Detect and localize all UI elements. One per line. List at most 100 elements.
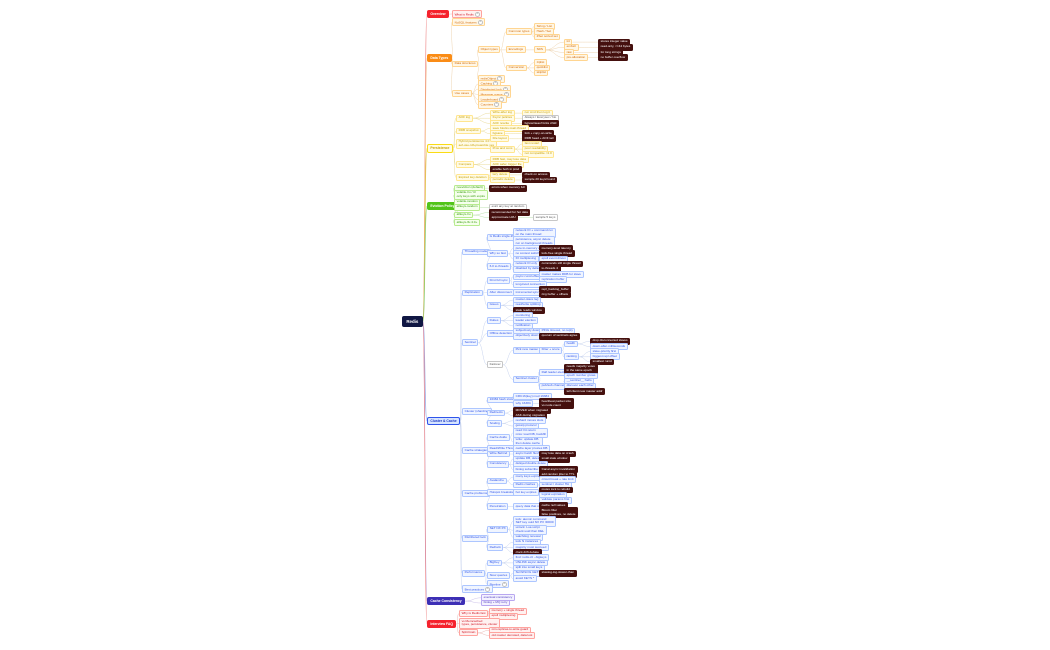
mindmap-node[interactable]: Scaling <box>487 420 503 427</box>
mindmap-node[interactable]: Consistency <box>487 460 510 468</box>
mindmap-node[interactable]: Why so fast <box>487 250 509 258</box>
mindmap-node[interactable]: Counters + <box>478 100 502 109</box>
mindmap-node[interactable]: commands still single thread <box>539 260 584 268</box>
mindmap-node[interactable]: save blocks main thread <box>490 125 529 132</box>
mindmap-node[interactable]: Encodings <box>506 46 526 54</box>
mindmap-node[interactable]: objectively down <box>513 332 541 340</box>
mindmap-node[interactable]: evict any key at random <box>489 203 527 211</box>
collapse-badge-icon[interactable]: + <box>477 19 483 25</box>
mindmap-node[interactable]: Duties <box>487 317 501 325</box>
branch-label-overview[interactable]: Overview <box>427 10 449 19</box>
mindmap-node[interactable]: First full sync <box>487 277 511 285</box>
mindmap-node[interactable]: psync runid offset <box>513 273 543 281</box>
mindmap-node[interactable]: Write Behind <box>487 450 510 458</box>
mindmap-node[interactable]: BigKey <box>487 559 502 567</box>
mindmap-node[interactable]: RDB snapshot <box>456 127 482 135</box>
mindmap-node[interactable]: Pros and cons <box>490 145 515 153</box>
mindmap-node[interactable]: pre-allocation <box>564 54 588 61</box>
mindmap-node[interactable]: Use cases <box>452 90 472 98</box>
mindmap-node[interactable]: avoid KEYS * <box>513 575 537 582</box>
mindmap-node[interactable]: Why is Redis fast <box>459 610 489 618</box>
collapse-badge-icon[interactable]: + <box>501 581 507 587</box>
mindmap-node[interactable]: Compare <box>456 161 474 168</box>
mindmap-node[interactable]: not compatible <4.0 <box>522 150 555 158</box>
mindmap-node[interactable]: Common types <box>506 28 532 36</box>
mindmap-node[interactable]: 6.0 io-threads <box>487 263 512 271</box>
mindmap-node[interactable]: Offline detection <box>487 330 515 337</box>
collapse-badge-icon[interactable]: + <box>494 102 500 108</box>
mindmap-node[interactable]: vs Memcached types, persistence, cluster <box>459 618 500 629</box>
mindmap-node[interactable]: File layout <box>490 135 510 143</box>
mindmap-node[interactable]: Replication <box>462 289 483 297</box>
mindmap-node[interactable]: Avalanche <box>487 477 507 485</box>
mindmap-node[interactable]: SET NX PX <box>487 525 509 533</box>
mindmap-node[interactable]: bgrewriteaof forks child <box>522 120 559 127</box>
mindmap-node[interactable]: Expired key deletion <box>456 174 490 181</box>
mindmap-node[interactable]: Redirects <box>487 409 506 417</box>
mindmap-node[interactable]: no buffer overflow <box>598 54 628 61</box>
mindmap-node[interactable]: Data structures <box>452 60 479 68</box>
mindmap-node[interactable]: Redlock <box>487 544 504 551</box>
mindmap-node[interactable]: ranking <box>564 353 580 361</box>
root-node[interactable]: Redis <box>402 316 423 327</box>
mindmap-node[interactable]: small stale window <box>539 455 570 463</box>
mindmap-node[interactable]: sample 5 keys <box>533 214 558 222</box>
mindmap-node[interactable]: smallest runid <box>590 358 615 366</box>
mindmap-node[interactable]: What is Redis + <box>452 10 483 19</box>
mindmap-node[interactable]: approximate LRU <box>489 214 519 222</box>
mindmap-node[interactable]: Object types <box>478 46 501 54</box>
branch-label-faq[interactable]: Interview FAQ <box>427 619 457 629</box>
mindmap-node[interactable]: Distributed lock <box>462 534 489 542</box>
mindmap-node[interactable]: NoSQL features + <box>452 18 486 27</box>
mindmap-node[interactable]: Sentinel <box>462 339 479 347</box>
mindmap-node[interactable]: Cache Aside <box>487 434 510 441</box>
mindmap-node[interactable]: health <box>564 340 578 348</box>
mindmap-node[interactable]: Hybrid persistence 4.0 aof-use-rdb-pream… <box>456 138 497 150</box>
mindmap-node[interactable]: Sentinel cluster <box>513 375 540 383</box>
collapse-badge-icon[interactable]: + <box>485 586 491 592</box>
mindmap-node[interactable]: errors when memory full <box>489 184 528 192</box>
mindmap-node[interactable]: CRC16(key) mod 16384 <box>513 393 552 400</box>
mindmap-node[interactable]: skiplist <box>534 69 549 77</box>
mindmap-node[interactable]: incremental sync <box>513 289 542 296</box>
mindmap-node[interactable]: SDS <box>534 46 546 54</box>
mindmap-node[interactable]: Conversion <box>506 64 527 72</box>
mindmap-node[interactable]: Redis crashes <box>513 481 538 489</box>
branch-label-data-types[interactable]: Data Types <box>427 54 452 63</box>
mindmap-node[interactable]: replication buffer <box>539 276 568 283</box>
branch-label-persistence[interactable]: Persistence <box>427 144 453 153</box>
mindmap-node[interactable]: AOF log <box>456 114 473 122</box>
mindmap-node[interactable]: old master demoted, data lost <box>489 632 535 639</box>
branch-label-consistency[interactable]: Cache Consistency <box>427 597 466 606</box>
mindmap-node[interactable]: Pipeline + <box>487 580 510 589</box>
mindmap-node[interactable]: Failover <box>487 361 504 369</box>
mindmap-node[interactable]: Filter + score <box>539 346 563 354</box>
mindmap-node[interactable]: allkeys-lru <box>454 211 474 219</box>
mindmap-node[interactable]: 16384 hash slots <box>487 396 516 404</box>
mindmap-node[interactable]: hot key expires <box>513 489 539 496</box>
mindmap-node[interactable]: Best practices + <box>462 585 493 594</box>
mindmap-node[interactable]: quorum of sentinels agree <box>539 332 580 340</box>
mindmap-node[interactable]: periodic delete <box>490 176 516 184</box>
mindmap-node[interactable]: allkeys-random <box>454 203 481 211</box>
mindmap-node[interactable]: Split brain <box>459 629 478 637</box>
mindmap-node[interactable]: epoll multiplexing <box>489 612 518 620</box>
mindmap-node[interactable]: sample 20 keys/round <box>522 176 558 184</box>
mindmap-node[interactable]: binlog + MQ retry <box>481 599 511 607</box>
mindmap-node[interactable]: allkeys-lfu 4.0+ <box>454 219 480 227</box>
mindmap-node[interactable]: tell client new master addr <box>564 388 606 395</box>
branch-label-cluster-cache[interactable]: Cluster & Cache <box>427 416 460 426</box>
mindmap-node[interactable]: Pick new master <box>513 346 541 354</box>
mindmap-node[interactable]: long-lived connection <box>513 281 548 289</box>
mindmap-node[interactable]: slowlog-log-slower-than <box>539 569 577 577</box>
mindmap-node[interactable]: Performance <box>462 569 485 577</box>
mindmap-node[interactable]: ring buffer + offsets <box>539 291 571 299</box>
mindmap-node[interactable]: write: update DB then delete cache <box>513 436 543 448</box>
mindmap-node[interactable]: Slow queries <box>487 572 510 580</box>
mindmap-node[interactable]: Issues <box>487 301 502 309</box>
mindmap-node[interactable]: volatile-lru / ttl only keys with expire <box>454 189 488 201</box>
mindmap-node[interactable]: Penetration <box>487 503 509 510</box>
mindmap-node[interactable]: Bloom filter false positives, no delete <box>539 507 579 518</box>
mindmap-node[interactable]: Cache problems <box>462 490 490 498</box>
mindmap-node[interactable]: why 16384 <box>513 400 534 407</box>
